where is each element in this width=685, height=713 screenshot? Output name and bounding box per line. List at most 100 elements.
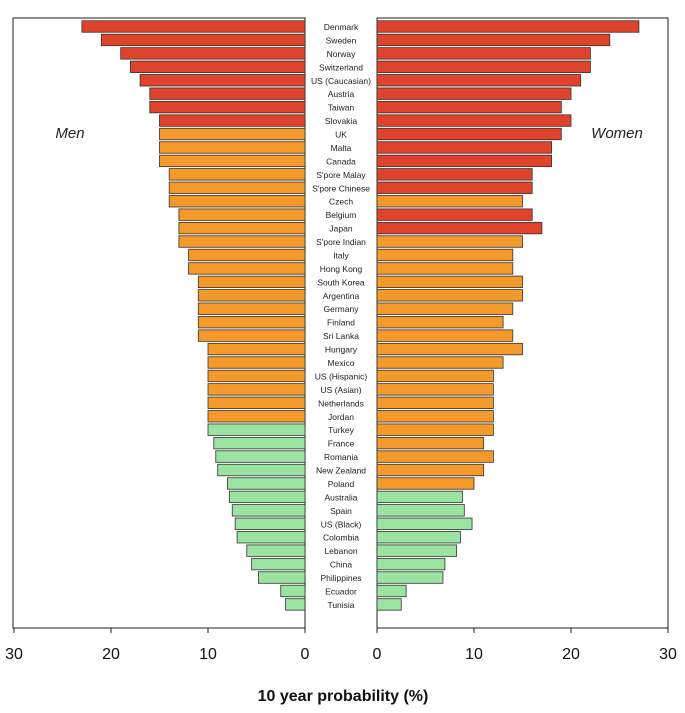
bar-men-42 bbox=[280, 584, 306, 598]
category-label-6: Taiwan bbox=[328, 103, 355, 113]
bar-women-5 bbox=[376, 87, 572, 100]
panel-label-women: Women bbox=[591, 125, 643, 142]
bar-men-24 bbox=[207, 342, 306, 356]
bar-men-23 bbox=[197, 329, 306, 342]
category-label-43: Tunisia bbox=[327, 600, 354, 610]
panel-label-men: Men bbox=[55, 125, 84, 142]
category-label-13: Czech bbox=[329, 197, 353, 207]
bar-men-41 bbox=[258, 571, 306, 584]
bar-women-0 bbox=[376, 20, 640, 33]
category-label-3: Switzerland bbox=[319, 62, 363, 72]
bar-women-34 bbox=[376, 477, 475, 490]
category-label-11: S'pore Malay bbox=[316, 170, 366, 180]
bar-men-25 bbox=[207, 356, 306, 369]
bar-women-37 bbox=[376, 517, 473, 530]
category-label-4: US (Caucasian) bbox=[311, 76, 371, 86]
category-label-18: Hong Kong bbox=[320, 264, 363, 274]
bar-women-27 bbox=[376, 383, 494, 396]
bar-men-2 bbox=[120, 47, 306, 60]
bar-women-22 bbox=[376, 316, 504, 329]
bar-women-43 bbox=[376, 598, 402, 611]
category-label-19: South Korea bbox=[317, 277, 365, 287]
category-label-16: S'pore Indian bbox=[316, 237, 366, 247]
bar-men-26 bbox=[207, 369, 306, 383]
bar-women-18 bbox=[376, 262, 514, 275]
bar-women-40 bbox=[376, 557, 446, 571]
category-label-30: Turkey bbox=[328, 425, 354, 435]
bar-women-25 bbox=[376, 356, 504, 369]
bar-women-11 bbox=[376, 168, 533, 181]
tick-label-women-3: 30 bbox=[659, 646, 677, 663]
bar-men-18 bbox=[188, 262, 306, 275]
category-label-36: Spain bbox=[330, 506, 352, 516]
bar-women-29 bbox=[376, 410, 494, 423]
tick-label-women-0: 0 bbox=[373, 646, 382, 663]
bar-men-22 bbox=[197, 316, 306, 329]
category-label-23: Sri Lanka bbox=[323, 331, 359, 341]
category-label-32: Romania bbox=[324, 452, 358, 462]
category-label-20: Argentina bbox=[323, 291, 360, 301]
bar-men-17 bbox=[188, 248, 306, 262]
bar-men-38 bbox=[236, 531, 306, 544]
bar-women-32 bbox=[376, 450, 494, 463]
tick-label-men-2: 20 bbox=[102, 646, 120, 663]
bar-women-26 bbox=[376, 369, 494, 383]
x-axis-label: 10 year probability (%) bbox=[258, 688, 429, 705]
bar-men-10 bbox=[159, 154, 306, 168]
category-label-40: China bbox=[330, 560, 352, 570]
category-label-14: Belgium bbox=[326, 210, 357, 220]
bar-men-39 bbox=[246, 544, 306, 557]
bar-men-11 bbox=[168, 168, 306, 181]
category-label-28: Netherlands bbox=[318, 398, 364, 408]
category-label-2: Norway bbox=[327, 49, 357, 59]
bar-men-14 bbox=[178, 208, 306, 221]
category-label-10: Canada bbox=[326, 156, 356, 166]
category-label-39: Lebanon bbox=[324, 546, 357, 556]
category-label-17: Italy bbox=[333, 250, 349, 260]
bar-men-37 bbox=[234, 517, 306, 530]
bar-men-13 bbox=[168, 195, 306, 208]
category-label-41: Philippines bbox=[320, 573, 361, 583]
category-label-34: Poland bbox=[328, 479, 355, 489]
bar-women-8 bbox=[376, 127, 562, 141]
bar-women-17 bbox=[376, 248, 514, 262]
bar-men-19 bbox=[197, 275, 306, 289]
category-label-38: Colombia bbox=[323, 533, 359, 543]
category-label-37: US (Black) bbox=[321, 519, 362, 529]
bar-women-23 bbox=[376, 329, 514, 342]
bar-women-41 bbox=[376, 571, 444, 584]
category-label-1: Sweden bbox=[326, 35, 357, 45]
bar-men-12 bbox=[168, 181, 306, 194]
tick-label-women-1: 10 bbox=[465, 646, 483, 663]
bar-men-15 bbox=[178, 221, 306, 235]
bar-women-24 bbox=[376, 342, 523, 356]
bar-women-39 bbox=[376, 544, 457, 557]
category-label-24: Hungary bbox=[325, 345, 358, 355]
bar-women-14 bbox=[376, 208, 533, 221]
bar-women-38 bbox=[376, 531, 461, 544]
bar-men-32 bbox=[215, 450, 306, 463]
category-label-21: Germany bbox=[324, 304, 360, 314]
bar-men-7 bbox=[159, 114, 306, 127]
category-label-35: Australia bbox=[324, 492, 357, 502]
bar-men-4 bbox=[139, 74, 306, 87]
category-label-12: S'pore Chinese bbox=[312, 183, 370, 193]
tick-label-men-1: 10 bbox=[199, 646, 217, 663]
bar-women-1 bbox=[376, 33, 611, 47]
category-label-31: France bbox=[328, 439, 355, 449]
bar-men-9 bbox=[159, 141, 306, 154]
bar-women-4 bbox=[376, 74, 582, 87]
bar-men-21 bbox=[197, 302, 306, 315]
bar-women-42 bbox=[376, 584, 407, 598]
bar-women-20 bbox=[376, 289, 523, 302]
bar-men-20 bbox=[197, 289, 306, 302]
bar-men-34 bbox=[226, 477, 306, 490]
bar-women-6 bbox=[376, 100, 562, 114]
bar-men-36 bbox=[231, 504, 306, 517]
bar-women-30 bbox=[376, 423, 494, 436]
bar-men-1 bbox=[100, 33, 306, 47]
category-label-0: Denmark bbox=[324, 22, 359, 32]
category-label-8: UK bbox=[335, 130, 347, 140]
